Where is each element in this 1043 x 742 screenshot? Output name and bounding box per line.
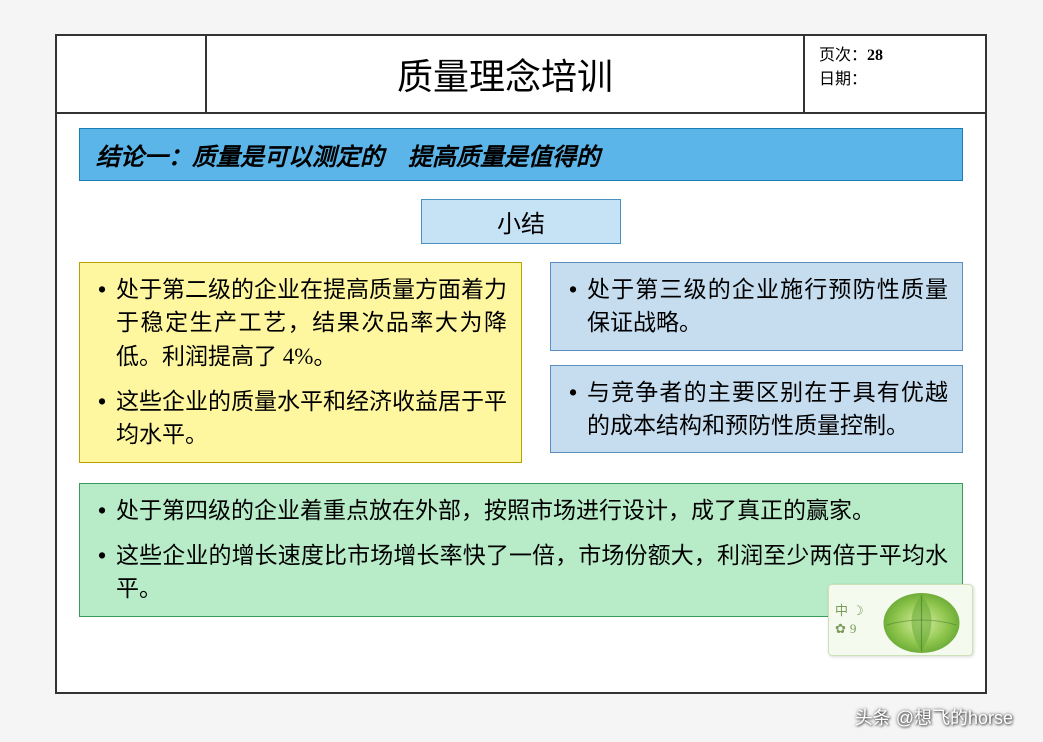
- bullet-item: 与竞争者的主要区别在于具有优越的成本结构和预防性质量控制。: [565, 376, 948, 443]
- date-label: 日期：: [819, 68, 867, 92]
- watermark: 头条 @想飞的horse: [855, 704, 1013, 730]
- bullet-item: 处于第三级的企业施行预防性质量保证战略。: [565, 273, 948, 340]
- bullet-item: 处于第四级的企业着重点放在外部，按照市场进行设计，成了真正的赢家。: [94, 494, 948, 527]
- date-row: 日期：: [819, 68, 971, 92]
- page-row: 页次： 28: [819, 44, 971, 68]
- slide-content: 结论一：质量是可以测定的 提高质量是值得的 小结 处于第二级的企业在提高质量方面…: [57, 114, 985, 633]
- gear-icon[interactable]: ✿: [835, 620, 846, 638]
- ime-lang[interactable]: 中: [835, 602, 848, 620]
- page-label: 页次：: [819, 44, 867, 68]
- bullet-item: 这些企业的质量水平和经济收益居于平均水平。: [94, 385, 507, 452]
- leaf-icon: [871, 585, 972, 655]
- moon-icon[interactable]: ☽: [852, 602, 864, 620]
- logo-cell: [57, 36, 207, 112]
- bullet-item: 这些企业的增长速度比市场增长率快了一倍，市场份额大，利润至少两倍于平均水平。: [94, 539, 948, 606]
- conclusion-bar: 结论一：质量是可以测定的 提高质量是值得的: [79, 128, 963, 181]
- slide-title: 质量理念培训: [207, 36, 805, 112]
- slide-header: 质量理念培训 页次： 28 日期：: [57, 36, 985, 114]
- meta-cell: 页次： 28 日期：: [805, 36, 985, 112]
- ime-widget[interactable]: 中 ☽ ✿ 9: [828, 584, 973, 656]
- summary-label: 小结: [421, 199, 621, 244]
- ime-num: 9: [850, 620, 857, 638]
- page-value: 28: [867, 44, 883, 68]
- two-column-row: 处于第二级的企业在提高质量方面着力于稳定生产工艺，结果次品率大为降低。利润提高了…: [79, 262, 963, 463]
- sub-box: 与竞争者的主要区别在于具有优越的成本结构和预防性质量控制。: [550, 365, 963, 454]
- bullet-item: 处于第二级的企业在提高质量方面着力于稳定生产工艺，结果次品率大为降低。利润提高了…: [94, 273, 507, 373]
- box-level-2: 处于第二级的企业在提高质量方面着力于稳定生产工艺，结果次品率大为降低。利润提高了…: [79, 262, 522, 463]
- box-level-3: 处于第三级的企业施行预防性质量保证战略。 与竞争者的主要区别在于具有优越的成本结…: [550, 262, 963, 463]
- sub-box: 处于第三级的企业施行预防性质量保证战略。: [550, 262, 963, 351]
- ime-controls: 中 ☽ ✿ 9: [829, 598, 871, 642]
